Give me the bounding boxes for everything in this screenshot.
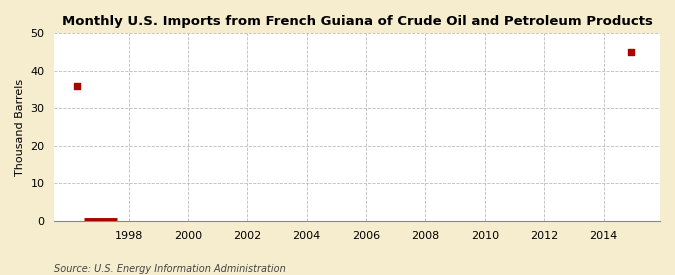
Y-axis label: Thousand Barrels: Thousand Barrels [15,79,25,176]
Title: Monthly U.S. Imports from French Guiana of Crude Oil and Petroleum Products: Monthly U.S. Imports from French Guiana … [62,15,653,28]
Text: Source: U.S. Energy Information Administration: Source: U.S. Energy Information Administ… [54,264,286,274]
Point [626,50,637,54]
Point [72,84,82,88]
